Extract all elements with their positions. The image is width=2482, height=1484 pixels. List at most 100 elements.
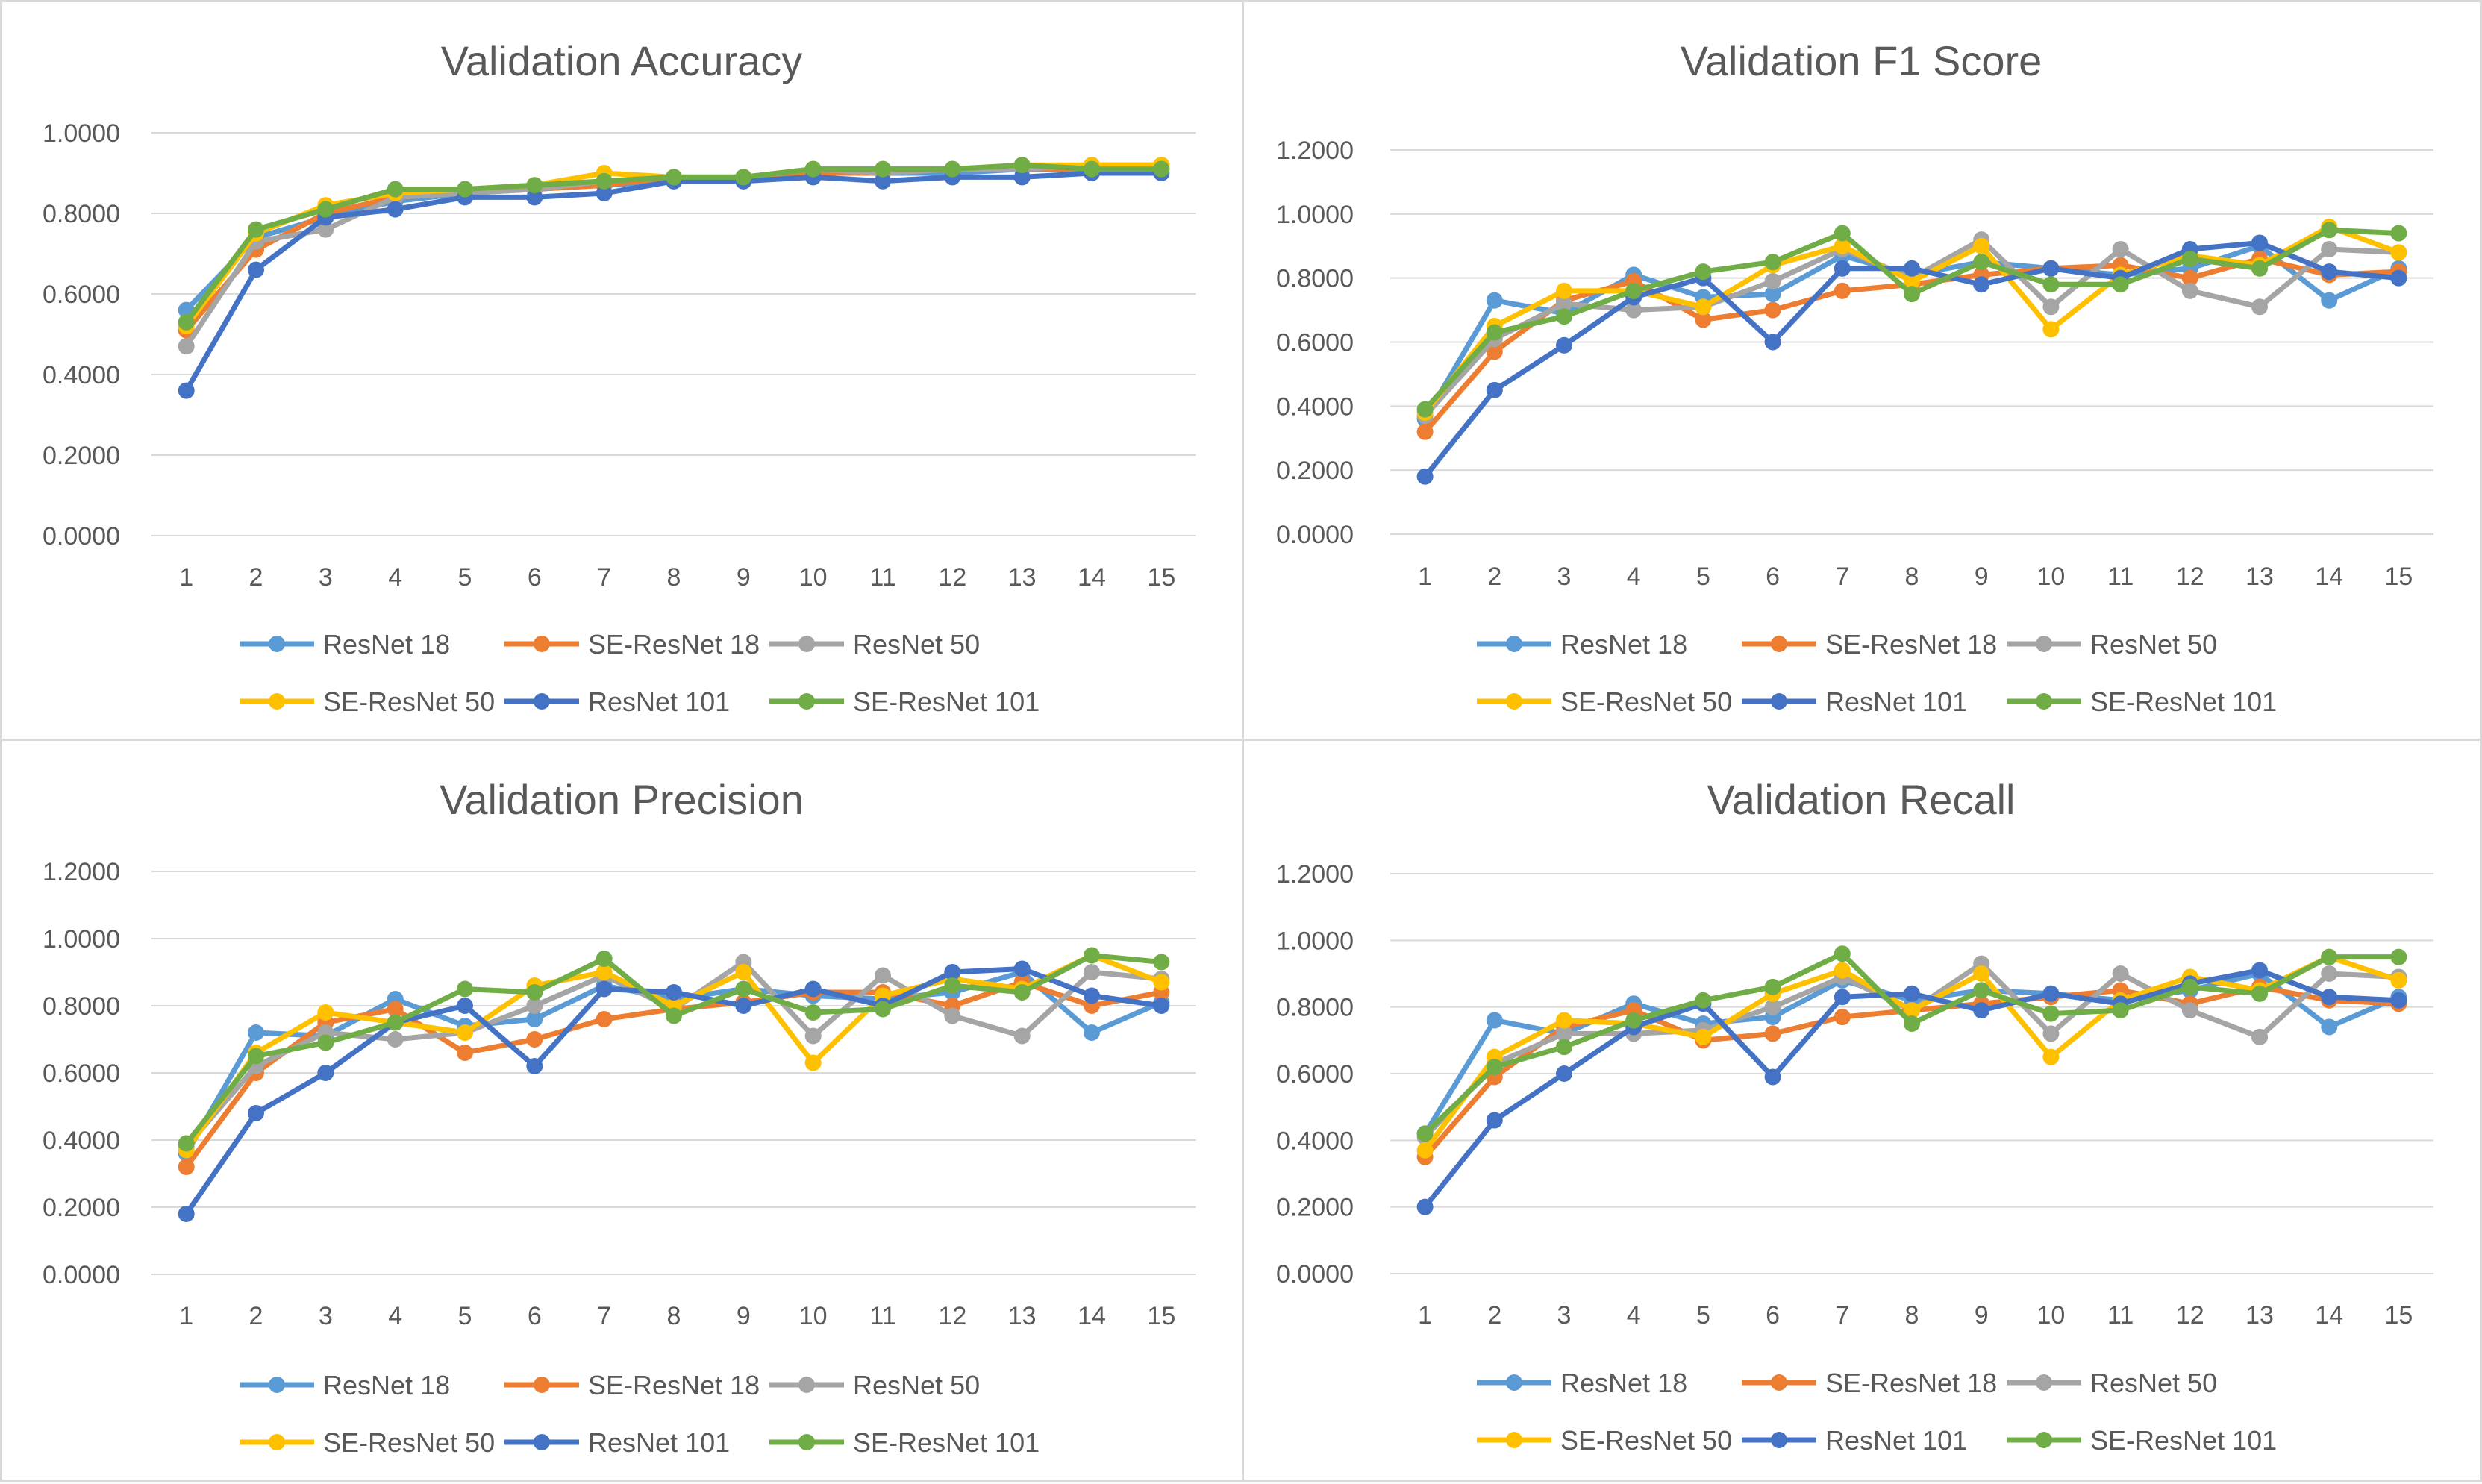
data-point-se-resnet-50 <box>1153 974 1170 991</box>
x-tick-label: 11 <box>2107 563 2134 591</box>
x-tick-label: 13 <box>2245 563 2274 591</box>
x-tick-label: 1 <box>1418 563 1432 591</box>
y-tick-label: 0.4000 <box>43 361 120 389</box>
legend-label: ResNet 18 <box>323 629 450 660</box>
legend-item-resnet-50: ResNet 50 <box>769 1370 980 1400</box>
y-tick-label: 0.6000 <box>1276 1060 1354 1089</box>
x-tick-label: 9 <box>737 1302 751 1330</box>
legend-label: SE-ResNet 101 <box>853 1427 1040 1458</box>
x-tick-label: 4 <box>1627 1301 1641 1330</box>
legend-marker <box>269 1434 285 1450</box>
data-point-resnet-18 <box>1764 286 1781 303</box>
x-tick-label: 14 <box>2315 1301 2343 1330</box>
legend-item-resnet-18: ResNet 18 <box>1477 1368 1687 1398</box>
x-tick-label: 7 <box>597 1302 611 1330</box>
legend-label: ResNet 101 <box>1825 686 1967 717</box>
legend-label: SE-ResNet 50 <box>323 686 495 717</box>
data-point-resnet-101 <box>1973 276 1990 293</box>
x-tick-label: 8 <box>667 1302 681 1330</box>
data-point-se-resnet-18 <box>1416 423 1434 440</box>
data-point-resnet-101 <box>526 189 543 206</box>
data-point-resnet-18 <box>1084 1024 1100 1041</box>
chart-panel-validation-accuracy: Validation Accuracy 0.0000 0.2000 0.4000 0.6… <box>0 0 1245 741</box>
data-point-se-resnet-18 <box>1834 282 1851 299</box>
data-point-resnet-50 <box>1084 964 1100 980</box>
legend-marker <box>798 1434 815 1450</box>
data-point-resnet-101 <box>1486 1112 1503 1129</box>
data-point-resnet-101 <box>2321 989 2338 1006</box>
data-point-se-resnet-50 <box>1556 1012 1572 1029</box>
legend-item-se-resnet-101: SE-ResNet 101 <box>769 686 1040 717</box>
y-tick-label: 1.0000 <box>43 119 120 148</box>
data-point-resnet-101 <box>944 964 961 980</box>
data-point-resnet-101 <box>178 1206 195 1222</box>
data-point-resnet-101 <box>1013 960 1031 977</box>
x-tick-label: 8 <box>1905 1301 1919 1330</box>
data-point-resnet-50 <box>2112 965 2129 982</box>
x-tick-label: 3 <box>319 1302 333 1330</box>
x-tick-label: 15 <box>1147 1302 1175 1330</box>
data-point-se-resnet-101 <box>178 1135 195 1152</box>
data-point-resnet-50 <box>875 967 891 984</box>
data-point-se-resnet-101 <box>2112 1002 2129 1019</box>
y-tick-label: 0.8000 <box>1276 265 1354 293</box>
x-tick-label: 6 <box>528 1302 542 1330</box>
data-point-resnet-50 <box>1764 998 1781 1015</box>
legend-marker <box>2036 1374 2052 1391</box>
data-point-se-resnet-101 <box>248 1048 264 1065</box>
legend-item-se-resnet-18: SE-ResNet 18 <box>1742 629 1997 660</box>
data-point-se-resnet-101 <box>2251 985 2268 1002</box>
legend-marker <box>2036 1432 2052 1448</box>
y-tick-label: 1.0000 <box>43 925 120 954</box>
data-point-resnet-101 <box>248 261 264 278</box>
x-tick-label: 1 <box>179 563 193 592</box>
legend-label: SE-ResNet 18 <box>1825 1368 1997 1398</box>
chart-title: Validation Accuracy <box>441 37 803 84</box>
y-tick-label: 1.0000 <box>1276 927 1354 955</box>
data-point-se-resnet-101 <box>2042 1005 2060 1022</box>
data-point-se-resnet-101 <box>1834 945 1851 962</box>
y-tick-label: 0.8000 <box>1276 994 1354 1022</box>
data-point-se-resnet-101 <box>1556 308 1572 325</box>
data-point-resnet-50 <box>2181 282 2198 299</box>
chart-panel-validation-f1-score: Validation F1 Score 0.0000 0.2000 0.4000 0.6… <box>1242 0 2482 741</box>
data-point-se-resnet-50 <box>596 964 613 980</box>
x-tick-label: 9 <box>1975 563 1989 591</box>
legend-label: ResNet 101 <box>1825 1425 1967 1456</box>
data-point-se-resnet-101 <box>1013 157 1031 174</box>
legend-marker <box>1771 693 1787 710</box>
data-point-resnet-50 <box>178 338 195 355</box>
y-tick-label: 0.8000 <box>43 992 120 1021</box>
x-tick-label: 13 <box>2245 1301 2274 1330</box>
x-tick-label: 4 <box>388 1302 402 1330</box>
legend-label: ResNet 18 <box>1560 629 1687 660</box>
legend-marker <box>1506 1432 1522 1448</box>
data-point-resnet-18 <box>1486 1012 1503 1029</box>
legend-item-resnet-101: ResNet 101 <box>1742 686 1967 717</box>
x-tick-label: 15 <box>1147 563 1175 592</box>
data-point-se-resnet-101 <box>2390 948 2407 965</box>
data-point-se-resnet-101 <box>1153 954 1170 971</box>
legend-label: SE-ResNet 50 <box>1560 1425 1732 1456</box>
data-point-resnet-101 <box>1153 998 1170 1014</box>
x-tick-label: 4 <box>388 563 402 592</box>
data-point-resnet-101 <box>666 984 682 1001</box>
chart-validation-precision: Validation Precision 0.0000 0.2000 0.4000 0.… <box>43 776 1196 1458</box>
x-tick-label: 9 <box>1975 1301 1989 1330</box>
data-point-se-resnet-101 <box>735 980 752 998</box>
legend-item-resnet-101: ResNet 101 <box>504 686 730 717</box>
x-tick-label: 5 <box>1696 1301 1710 1330</box>
data-point-se-resnet-101 <box>387 181 404 198</box>
x-tick-label: 6 <box>528 563 542 592</box>
legend-marker <box>1771 636 1787 652</box>
chart-panel-validation-recall: Validation Recall 0.0000 0.2000 0.4000 0.600… <box>1242 739 2482 1482</box>
x-tick-label: 13 <box>1008 1302 1037 1330</box>
data-point-resnet-50 <box>2321 965 2338 982</box>
legend-label: SE-ResNet 18 <box>1825 629 1997 660</box>
data-point-se-resnet-50 <box>1695 1028 1712 1045</box>
data-point-resnet-101 <box>1904 260 1920 277</box>
data-point-se-resnet-101 <box>2321 948 2338 965</box>
data-point-resnet-50 <box>1625 301 1642 319</box>
data-point-se-resnet-101 <box>526 177 543 194</box>
x-tick-label: 7 <box>1835 1301 1849 1330</box>
